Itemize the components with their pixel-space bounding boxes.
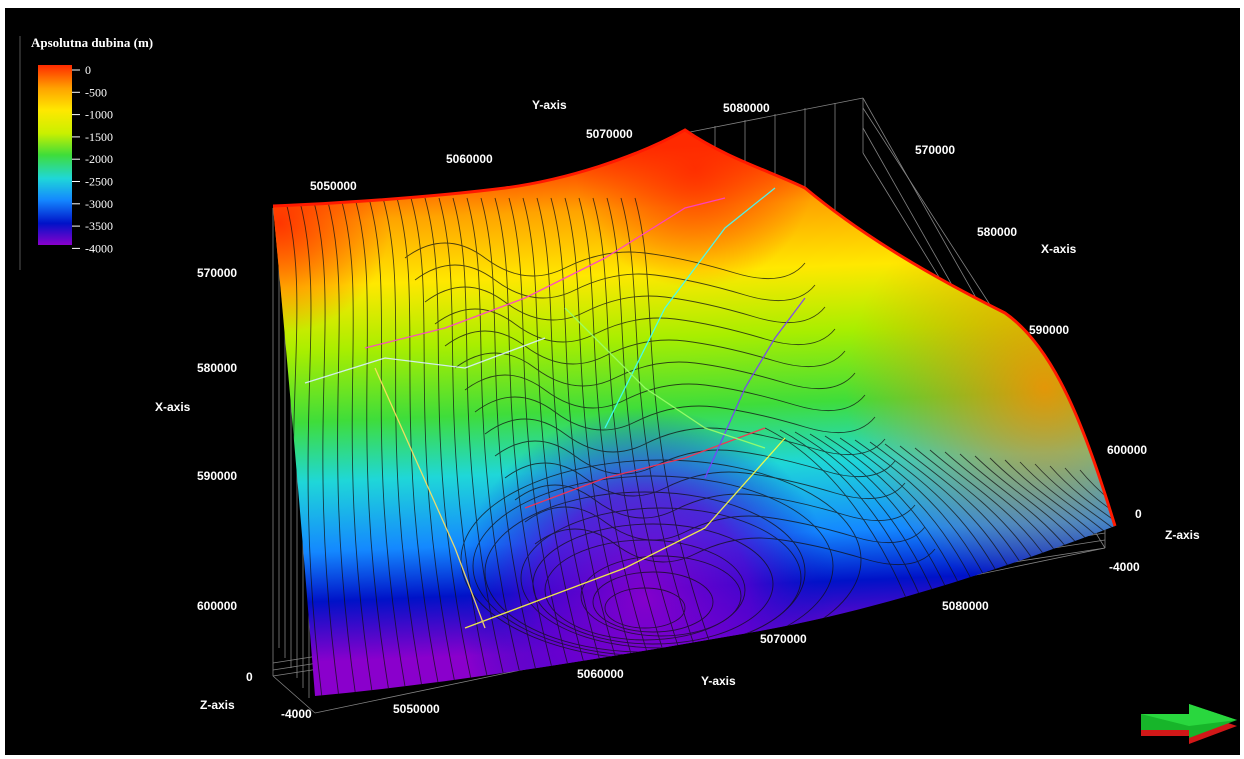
z-tick-right: -4000 — [1109, 560, 1140, 574]
x-axis-left: X-axis 570000 580000 590000 600000 — [155, 266, 237, 613]
x-tick-left: 570000 — [197, 266, 237, 280]
y-tick-top: 5050000 — [310, 179, 357, 193]
y-tick-top: 5070000 — [586, 127, 633, 141]
x-tick-left: 600000 — [197, 599, 237, 613]
color-legend: Apsolutna dubina (m) 0 -500 -1000 -1500 -200… — [20, 35, 153, 270]
x-tick-right: 590000 — [1029, 323, 1069, 337]
legend-tick-label: -4000 — [85, 241, 113, 255]
legend-tick-label: -1000 — [85, 108, 113, 122]
legend-tick-label: -3500 — [85, 219, 113, 233]
depth-surface-3d-plot: Y-axis 5050000 5060000 5070000 5080000 Y… — [5, 8, 1240, 755]
z-tick-right: 0 — [1135, 507, 1142, 521]
legend-ticks: 0 -500 -1000 -1500 -2000 -2500 -3000 -3500 -4000 — [72, 63, 113, 255]
legend-tick-label: -2000 — [85, 152, 113, 166]
legend-title: Apsolutna dubina (m) — [31, 35, 153, 50]
legend-tick-label: 0 — [85, 63, 91, 77]
y-axis-label-bottom: Y-axis — [701, 674, 736, 688]
z-axis-label-right: Z-axis — [1165, 528, 1200, 542]
y-tick-bottom: 5070000 — [760, 632, 807, 646]
x-axis-label-left: X-axis — [155, 400, 191, 414]
legend-tick-label: -3000 — [85, 197, 113, 211]
legend-tick-label: -2500 — [85, 175, 113, 189]
x-tick-left: 590000 — [197, 469, 237, 483]
z-tick-left: 0 — [246, 670, 253, 684]
legend-tick-label: -500 — [85, 85, 107, 99]
depth-surface — [255, 108, 1240, 728]
z-axis-right: Z-axis 0 -4000 — [1109, 507, 1200, 574]
y-tick-bottom: 5080000 — [942, 599, 989, 613]
z-axis-label-left: Z-axis — [200, 698, 235, 712]
y-tick-bottom: 5050000 — [393, 702, 440, 716]
legend-tick-label: -1500 — [85, 130, 113, 144]
y-tick-top: 5060000 — [446, 152, 493, 166]
x-axis-label-right: X-axis — [1041, 242, 1077, 256]
navigation-arrow-icon[interactable] — [1141, 704, 1237, 744]
legend-colorbar — [38, 65, 72, 245]
x-tick-left: 580000 — [197, 361, 237, 375]
y-tick-bottom: 5060000 — [577, 667, 624, 681]
y-tick-top: 5080000 — [723, 101, 770, 115]
x-tick-right: 570000 — [915, 143, 955, 157]
z-tick-left: -4000 — [281, 707, 312, 721]
x-tick-right: 580000 — [977, 225, 1017, 239]
x-tick-right: 600000 — [1107, 443, 1147, 457]
3d-viewport[interactable]: Y-axis 5050000 5060000 5070000 5080000 Y… — [5, 8, 1240, 755]
y-axis-label-top: Y-axis — [532, 98, 567, 112]
